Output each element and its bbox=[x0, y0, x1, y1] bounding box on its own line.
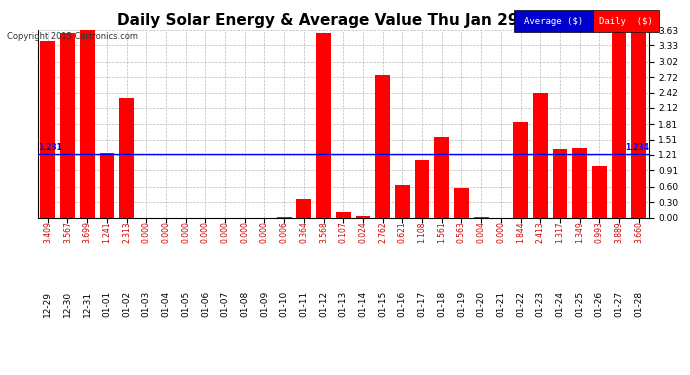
Text: 01-07: 01-07 bbox=[221, 291, 230, 317]
Bar bbox=[80, 26, 95, 218]
Bar bbox=[41, 41, 55, 218]
Text: 01-24: 01-24 bbox=[555, 291, 564, 316]
Text: 0.993: 0.993 bbox=[595, 221, 604, 243]
Bar bbox=[533, 93, 548, 218]
Bar bbox=[119, 98, 134, 218]
Text: 01-21: 01-21 bbox=[496, 291, 505, 317]
Text: 01-14: 01-14 bbox=[359, 291, 368, 317]
Text: 3.409: 3.409 bbox=[43, 221, 52, 243]
Text: 12-29: 12-29 bbox=[43, 291, 52, 316]
Text: 3.660: 3.660 bbox=[634, 221, 643, 243]
Text: 0.364: 0.364 bbox=[299, 221, 308, 243]
Text: 3.889: 3.889 bbox=[615, 221, 624, 243]
Text: Daily Solar Energy & Average Value Thu Jan 29 16:41: Daily Solar Energy & Average Value Thu J… bbox=[117, 13, 573, 28]
Text: 0.563: 0.563 bbox=[457, 221, 466, 243]
Text: 2.762: 2.762 bbox=[378, 221, 387, 243]
Bar bbox=[454, 188, 469, 218]
Text: 1.241: 1.241 bbox=[102, 221, 111, 243]
Text: 01-05: 01-05 bbox=[181, 291, 190, 317]
Text: 01-19: 01-19 bbox=[457, 291, 466, 317]
Text: 3.699: 3.699 bbox=[83, 221, 92, 243]
Text: 01-26: 01-26 bbox=[595, 291, 604, 317]
Text: 01-09: 01-09 bbox=[260, 291, 269, 317]
Text: 1.349: 1.349 bbox=[575, 221, 584, 243]
Text: 01-03: 01-03 bbox=[141, 291, 151, 317]
Text: 12-31: 12-31 bbox=[83, 291, 92, 317]
Text: 01-11: 01-11 bbox=[299, 291, 308, 317]
Bar bbox=[592, 166, 607, 218]
Text: 0.004: 0.004 bbox=[477, 221, 486, 243]
Text: 12-30: 12-30 bbox=[63, 291, 72, 317]
Text: 01-25: 01-25 bbox=[575, 291, 584, 317]
Text: 0.000: 0.000 bbox=[141, 221, 151, 243]
Bar bbox=[375, 75, 390, 217]
Text: 01-16: 01-16 bbox=[398, 291, 407, 317]
Bar bbox=[297, 199, 311, 217]
Text: 0.000: 0.000 bbox=[181, 221, 190, 243]
Text: 01-17: 01-17 bbox=[417, 291, 426, 317]
Text: 0.621: 0.621 bbox=[398, 221, 407, 243]
Bar bbox=[513, 122, 528, 218]
Text: 01-15: 01-15 bbox=[378, 291, 387, 317]
Text: 0.107: 0.107 bbox=[339, 221, 348, 243]
Text: 0.000: 0.000 bbox=[201, 221, 210, 243]
Text: 2.413: 2.413 bbox=[535, 221, 545, 243]
Text: 01-12: 01-12 bbox=[319, 291, 328, 317]
Text: 3.567: 3.567 bbox=[63, 221, 72, 243]
Text: 01-01: 01-01 bbox=[102, 291, 111, 317]
Text: 01-28: 01-28 bbox=[634, 291, 643, 317]
Bar bbox=[415, 160, 429, 218]
Text: 01-23: 01-23 bbox=[535, 291, 545, 317]
Text: 01-22: 01-22 bbox=[516, 291, 525, 316]
Text: 01-13: 01-13 bbox=[339, 291, 348, 317]
Text: 1.844: 1.844 bbox=[516, 221, 525, 243]
Bar bbox=[395, 185, 410, 218]
Text: 0.000: 0.000 bbox=[221, 221, 230, 243]
Text: 01-04: 01-04 bbox=[161, 291, 170, 317]
Bar bbox=[435, 137, 449, 218]
Text: 2.313: 2.313 bbox=[122, 221, 131, 243]
Text: 0.000: 0.000 bbox=[260, 221, 269, 243]
Text: 01-02: 01-02 bbox=[122, 291, 131, 317]
Text: Copyright 2015 Cartronics.com: Copyright 2015 Cartronics.com bbox=[7, 32, 138, 41]
Text: 3.568: 3.568 bbox=[319, 221, 328, 243]
Text: 0.006: 0.006 bbox=[279, 221, 288, 243]
Bar bbox=[355, 216, 371, 217]
Text: Daily  ($): Daily ($) bbox=[600, 16, 653, 26]
Text: 0.000: 0.000 bbox=[496, 221, 505, 243]
Text: Average ($): Average ($) bbox=[524, 16, 583, 26]
Bar bbox=[553, 150, 567, 217]
Text: 1.108: 1.108 bbox=[417, 221, 426, 243]
Text: 01-06: 01-06 bbox=[201, 291, 210, 317]
Text: 01-10: 01-10 bbox=[279, 291, 288, 317]
Bar bbox=[611, 16, 627, 217]
Text: 0.024: 0.024 bbox=[359, 221, 368, 243]
Text: 01-20: 01-20 bbox=[477, 291, 486, 317]
Text: 1.317: 1.317 bbox=[555, 221, 564, 243]
Bar bbox=[316, 33, 331, 218]
Text: 01-27: 01-27 bbox=[615, 291, 624, 317]
Bar bbox=[60, 33, 75, 218]
Bar bbox=[336, 212, 351, 217]
Text: 0.000: 0.000 bbox=[161, 221, 170, 243]
Text: 1.231: 1.231 bbox=[38, 143, 62, 152]
Bar bbox=[631, 28, 646, 218]
Bar bbox=[99, 153, 115, 218]
Text: 01-08: 01-08 bbox=[240, 291, 249, 317]
Text: 1.561: 1.561 bbox=[437, 221, 446, 243]
Text: 0.000: 0.000 bbox=[240, 221, 249, 243]
Text: 1.234: 1.234 bbox=[624, 143, 649, 152]
Bar bbox=[572, 148, 587, 217]
Text: 01-18: 01-18 bbox=[437, 291, 446, 317]
